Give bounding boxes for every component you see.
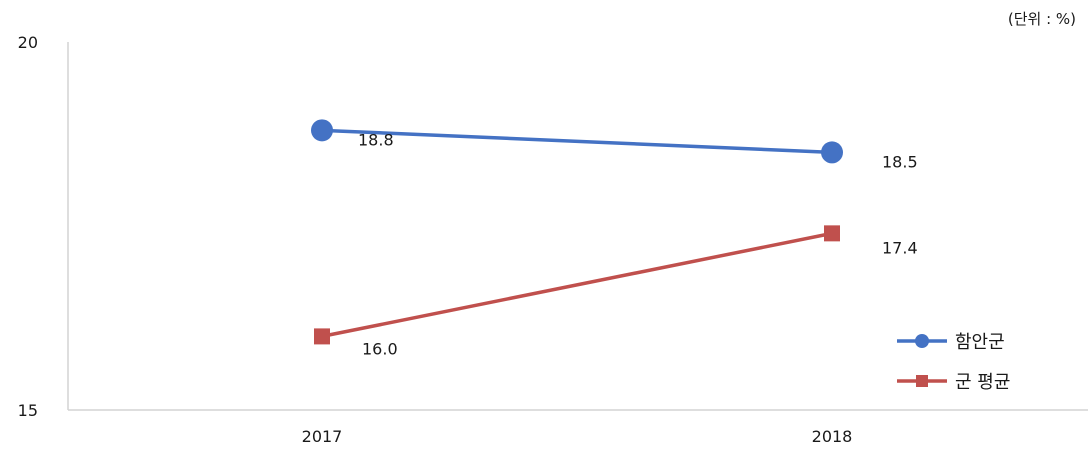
x-tick-label: 2018 bbox=[812, 427, 853, 446]
x-tick-label: 2017 bbox=[302, 427, 343, 446]
series-2: 16.0 17.4 bbox=[314, 225, 918, 358]
unit-label: (단위 : %) bbox=[1008, 10, 1076, 28]
data-point-marker bbox=[821, 141, 843, 164]
legend-label: 함안군 bbox=[955, 332, 1005, 353]
data-point-marker bbox=[311, 119, 333, 142]
x-axis-ticks: 2017 2018 bbox=[302, 427, 853, 446]
legend-marker bbox=[915, 334, 929, 348]
series-layer: 18.8 18.5 16.0 17.4 bbox=[311, 119, 918, 358]
legend-item: 군 평균 bbox=[897, 372, 1010, 393]
data-point-marker bbox=[314, 328, 330, 345]
data-label: 18.5 bbox=[882, 152, 918, 171]
legend-label: 군 평균 bbox=[955, 372, 1010, 393]
series-1: 18.8 18.5 bbox=[311, 119, 918, 171]
series-line bbox=[320, 231, 834, 339]
y-tick-label: 20 bbox=[18, 33, 38, 52]
legend-item: 함안군 bbox=[897, 332, 1005, 353]
series-line bbox=[320, 128, 834, 155]
legend-marker bbox=[916, 375, 928, 387]
data-label: 18.8 bbox=[358, 130, 394, 149]
data-label: 16.0 bbox=[362, 339, 398, 358]
y-tick-label: 15 bbox=[18, 401, 38, 420]
data-point-marker bbox=[824, 225, 840, 242]
data-label: 17.4 bbox=[882, 238, 918, 257]
